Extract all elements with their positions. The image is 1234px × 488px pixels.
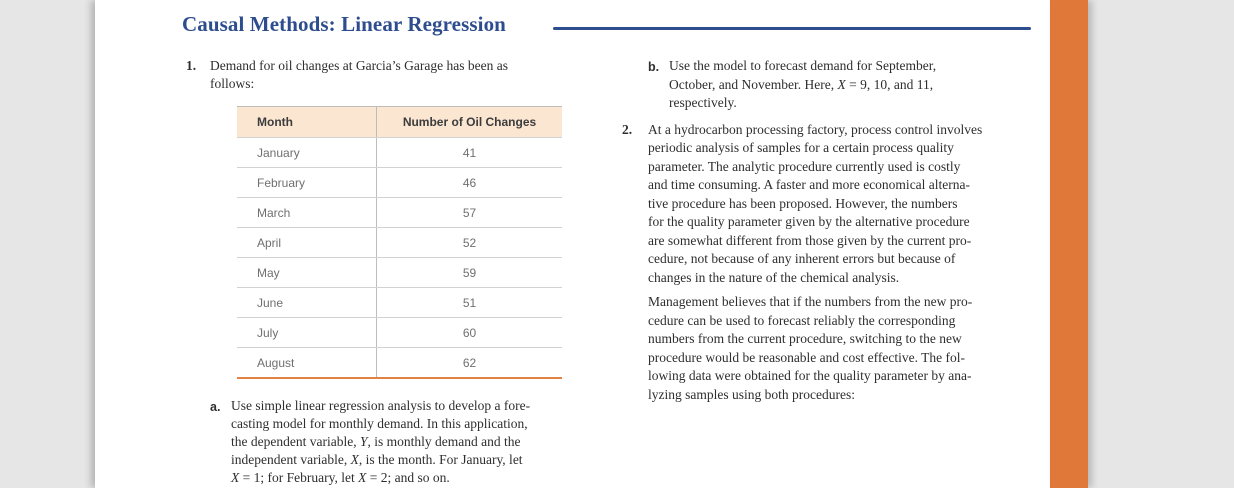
oil-changes-table: Month Number of Oil Changes January 41 Feb… bbox=[237, 106, 562, 379]
text-line: lowing data were obtained for the qualit… bbox=[648, 368, 972, 383]
table-row: June 51 bbox=[237, 287, 562, 318]
problem-2: 2. At a hydrocarbon processing factory, … bbox=[622, 121, 1134, 288]
text-line: and time consuming. A faster and more ec… bbox=[648, 177, 971, 192]
text-line: cedure, not because of any inherent erro… bbox=[648, 251, 956, 266]
table-row: August 62 bbox=[237, 347, 562, 379]
part-b-text: Use the model to forecast demand for Sep… bbox=[669, 57, 936, 113]
text-line: lyzing samples using both procedures: bbox=[648, 386, 855, 402]
table-cell: 57 bbox=[376, 197, 562, 228]
table-row: March 57 bbox=[237, 197, 562, 228]
problem-1: 1. Demand for oil changes at Garcia’s Ga… bbox=[186, 57, 648, 93]
problem-1-part-a: a. Use simple linear regression analysis… bbox=[210, 397, 648, 487]
table-row: July 60 bbox=[237, 317, 562, 348]
text-line: follows: bbox=[210, 76, 255, 91]
table-cell: June bbox=[237, 287, 377, 318]
text-line: Use simple linear regression analysis to… bbox=[231, 398, 531, 413]
text-line: periodic analysis of samples for a certa… bbox=[648, 140, 954, 155]
table-header-oil-changes: Number of Oil Changes bbox=[376, 106, 562, 138]
table-cell: May bbox=[237, 257, 377, 288]
part-a-label: a. bbox=[210, 400, 221, 414]
table-cell: February bbox=[237, 167, 377, 198]
part-b-label: b. bbox=[648, 60, 660, 74]
problem-1-intro: Demand for oil changes at Garcia’s Garag… bbox=[210, 57, 508, 93]
problem-2-paragraph-1: At a hydrocarbon processing factory, pro… bbox=[648, 121, 982, 288]
table-header-row: Month Number of Oil Changes bbox=[237, 106, 562, 138]
table-header-month: Month bbox=[237, 106, 377, 138]
text-line: tive procedure has been proposed. Howeve… bbox=[648, 195, 958, 211]
title-divider-rule bbox=[553, 27, 1031, 30]
table-cell: August bbox=[237, 347, 377, 379]
text-line: for the quality parameter given by the a… bbox=[648, 214, 970, 229]
problem-1-part-b: b. Use the model to forecast demand for … bbox=[648, 57, 1134, 113]
text-line: X = 1; for February, let X = 2; and so o… bbox=[231, 470, 450, 485]
table-cell: April bbox=[237, 227, 377, 258]
table-row: May 59 bbox=[237, 257, 562, 288]
text-line: Use the model to forecast demand for Sep… bbox=[669, 58, 937, 73]
text-line: Demand for oil changes at Garcia’s Garag… bbox=[210, 58, 508, 73]
text-line: respectively. bbox=[669, 95, 737, 110]
problem-2-number: 2. bbox=[622, 121, 633, 137]
page-title: Causal Methods: Linear Regression bbox=[182, 12, 506, 36]
table-cell: 51 bbox=[376, 287, 562, 318]
oil-changes-table-body: January 41 February 46 March 57 April 52 May 59 Ju… bbox=[237, 137, 562, 379]
text-line: Management believes that if the numbers … bbox=[648, 294, 973, 309]
text-line: casting model for monthly demand. In thi… bbox=[231, 416, 528, 431]
text-line: independent variable, X, is the month. F… bbox=[231, 452, 523, 467]
textbook-page: Causal Methods: Linear Regression 1. Dem… bbox=[95, 0, 1050, 488]
left-column: 1. Demand for oil changes at Garcia’s Ga… bbox=[186, 57, 648, 487]
text-line: the dependent variable, Y, is monthly de… bbox=[231, 434, 521, 449]
table-cell: 62 bbox=[376, 347, 562, 379]
page-edge-accent-strip bbox=[1050, 0, 1088, 488]
table-cell: March bbox=[237, 197, 377, 228]
problem-2-paragraph-2: Management believes that if the numbers … bbox=[648, 293, 1134, 404]
text-line: changes in the nature of the chemical an… bbox=[648, 269, 900, 285]
right-column: b. Use the model to forecast demand for … bbox=[622, 57, 1134, 404]
table-cell: 60 bbox=[376, 317, 562, 348]
table-cell: January bbox=[237, 137, 377, 168]
table-cell: July bbox=[237, 317, 377, 348]
table-cell: 41 bbox=[376, 137, 562, 168]
table-row: February 46 bbox=[237, 167, 562, 198]
table-cell: 52 bbox=[376, 227, 562, 258]
text-line: are somewhat different from those given … bbox=[648, 232, 972, 248]
oil-changes-table-head: Month Number of Oil Changes bbox=[237, 106, 562, 138]
table-row: April 52 bbox=[237, 227, 562, 258]
text-line: cedure can be used to forecast reliably … bbox=[648, 312, 956, 328]
problem-1-number: 1. bbox=[186, 58, 197, 73]
table-cell: 46 bbox=[376, 167, 562, 198]
text-line: procedure would be reasonable and cost e… bbox=[648, 349, 965, 365]
table-row: January 41 bbox=[237, 137, 562, 168]
table-cell: 59 bbox=[376, 257, 562, 288]
text-line: October, and November. Here, X = 9, 10, … bbox=[669, 76, 934, 92]
part-a-text: Use simple linear regression analysis to… bbox=[231, 397, 530, 487]
text-line: numbers from the current procedure, swit… bbox=[648, 331, 962, 346]
text-line: At a hydrocarbon processing factory, pro… bbox=[648, 121, 983, 137]
text-line: parameter. The analytic procedure curren… bbox=[648, 158, 961, 174]
